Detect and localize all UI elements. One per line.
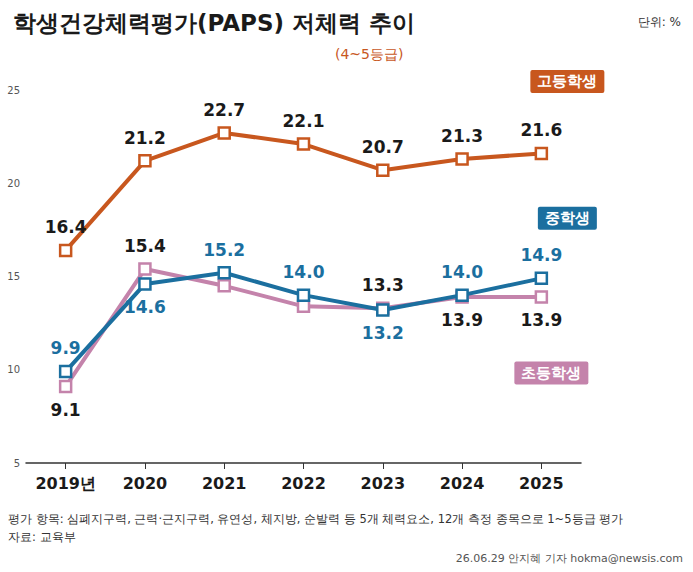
svg-text:초등학생: 초등학생: [521, 364, 581, 382]
svg-text:15.2: 15.2: [203, 240, 245, 260]
svg-text:9.9: 9.9: [51, 338, 81, 358]
svg-text:9.1: 9.1: [51, 400, 81, 420]
svg-text:2022: 2022: [281, 474, 326, 493]
svg-text:5: 5: [14, 458, 20, 469]
svg-text:(4~5등급): (4~5등급): [335, 46, 403, 62]
svg-text:16.4: 16.4: [45, 217, 87, 237]
svg-text:14.6: 14.6: [124, 297, 166, 317]
svg-text:13.9: 13.9: [520, 310, 562, 330]
svg-text:14.9: 14.9: [520, 245, 562, 265]
svg-text:21.6: 21.6: [520, 120, 562, 140]
svg-text:21.2: 21.2: [124, 128, 166, 148]
svg-text:22.7: 22.7: [203, 100, 245, 120]
svg-text:15: 15: [7, 271, 20, 282]
svg-text:2025: 2025: [519, 474, 564, 493]
svg-text:자료: 교육부: 자료: 교육부: [8, 530, 76, 544]
svg-text:단위: %: 단위: %: [638, 15, 681, 29]
svg-text:고등학생: 고등학생: [537, 72, 597, 90]
svg-text:20.7: 20.7: [362, 137, 404, 157]
svg-text:26.06.29 안지혜 기자 hokma@newsis.c: 26.06.29 안지혜 기자 hokma@newsis.com: [456, 552, 683, 565]
svg-text:학생건강체력평가(PAPS) 저체력 추이: 학생건강체력평가(PAPS) 저체력 추이: [13, 10, 415, 36]
svg-text:21.3: 21.3: [441, 126, 483, 146]
svg-text:13.2: 13.2: [362, 323, 404, 343]
svg-text:10: 10: [7, 364, 20, 375]
svg-text:22.1: 22.1: [283, 111, 325, 131]
svg-text:15.4: 15.4: [124, 236, 166, 256]
svg-text:2024: 2024: [440, 474, 485, 493]
svg-text:평가 항목: 심폐지구력, 근력·근지구력, 유연성, 체지: 평가 항목: 심폐지구력, 근력·근지구력, 유연성, 체지방, 순발력 등 5…: [8, 512, 623, 526]
svg-text:13.3: 13.3: [362, 275, 404, 295]
svg-text:2021: 2021: [202, 474, 247, 493]
svg-text:14.0: 14.0: [441, 262, 483, 282]
svg-text:25: 25: [7, 85, 20, 96]
svg-text:14.0: 14.0: [283, 262, 325, 282]
svg-text:13.9: 13.9: [441, 310, 483, 330]
svg-text:2023: 2023: [361, 474, 406, 493]
svg-text:2019년: 2019년: [35, 474, 96, 493]
svg-text:20: 20: [7, 178, 20, 189]
svg-text:중학생: 중학생: [545, 209, 590, 227]
svg-text:2020: 2020: [123, 474, 168, 493]
